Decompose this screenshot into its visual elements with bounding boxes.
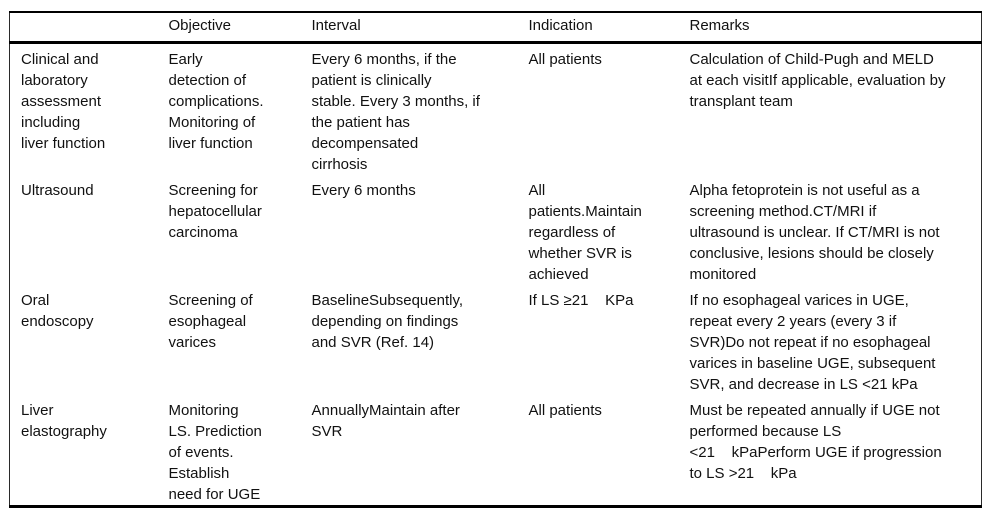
column-header-objective: Objective (157, 12, 301, 44)
row-label: Oral endoscopy (21, 291, 94, 330)
table-row-liver-elastography: Liver elastography Monitoring LS. Predic… (10, 395, 982, 507)
cell-indication: All patients (528, 50, 602, 68)
header-row: Objective Interval Indication Remarks (9, 12, 982, 44)
table-body: Clinical and laboratory assessment inclu… (10, 42, 982, 506)
cell-interval: Every 6 months, if the patient is clinic… (311, 50, 480, 173)
cell-indication: If LS ≥21 KPa (528, 291, 634, 309)
column-header-remarks: Remarks (678, 12, 982, 44)
cell-remarks: Must be repeated annually if UGE not per… (689, 401, 942, 482)
table-row-oral-endoscopy: Oral endoscopy Screening of esophageal v… (10, 285, 982, 395)
cell-remarks: If no esophageal varices in UGE, repeat … (689, 291, 936, 393)
cell-indication: All patients (528, 401, 602, 419)
table-row-clinical-laboratory-assessment: Clinical and laboratory assessment inclu… (10, 42, 982, 175)
column-header-indication: Indication (517, 12, 679, 44)
column-header-interval: Interval (300, 12, 518, 44)
column-header-procedure (9, 12, 158, 44)
monitoring-schedule-table: Objective Interval Indication Remarks Cl… (9, 11, 982, 508)
row-label: Ultrasound (21, 181, 94, 199)
cell-remarks: Alpha fetoprotein is not useful as a scr… (689, 181, 940, 283)
cell-objective: Screening of esophageal varices (168, 291, 253, 351)
cell-interval: AnnuallyMaintain after SVR (311, 401, 460, 440)
table-header: Objective Interval Indication Remarks (9, 12, 982, 44)
cell-objective: Early detection of complications. Monito… (168, 50, 264, 152)
cell-remarks: Calculation of Child-Pugh and MELD at ea… (689, 50, 946, 110)
row-label: Liver elastography (21, 401, 107, 440)
cell-interval: BaselineSubsequently, depending on findi… (311, 291, 464, 351)
cell-indication: All patients.Maintain regardless of whet… (528, 181, 642, 283)
cell-objective: Screening for hepatocellular carcinoma (168, 181, 262, 241)
cell-interval: Every 6 months (311, 181, 416, 199)
cell-objective: Monitoring LS. Prediction of events. Est… (168, 401, 262, 503)
row-label: Clinical and laboratory assessment inclu… (21, 50, 106, 152)
table-row-ultrasound: Ultrasound Screening for hepatocellular … (10, 175, 982, 285)
